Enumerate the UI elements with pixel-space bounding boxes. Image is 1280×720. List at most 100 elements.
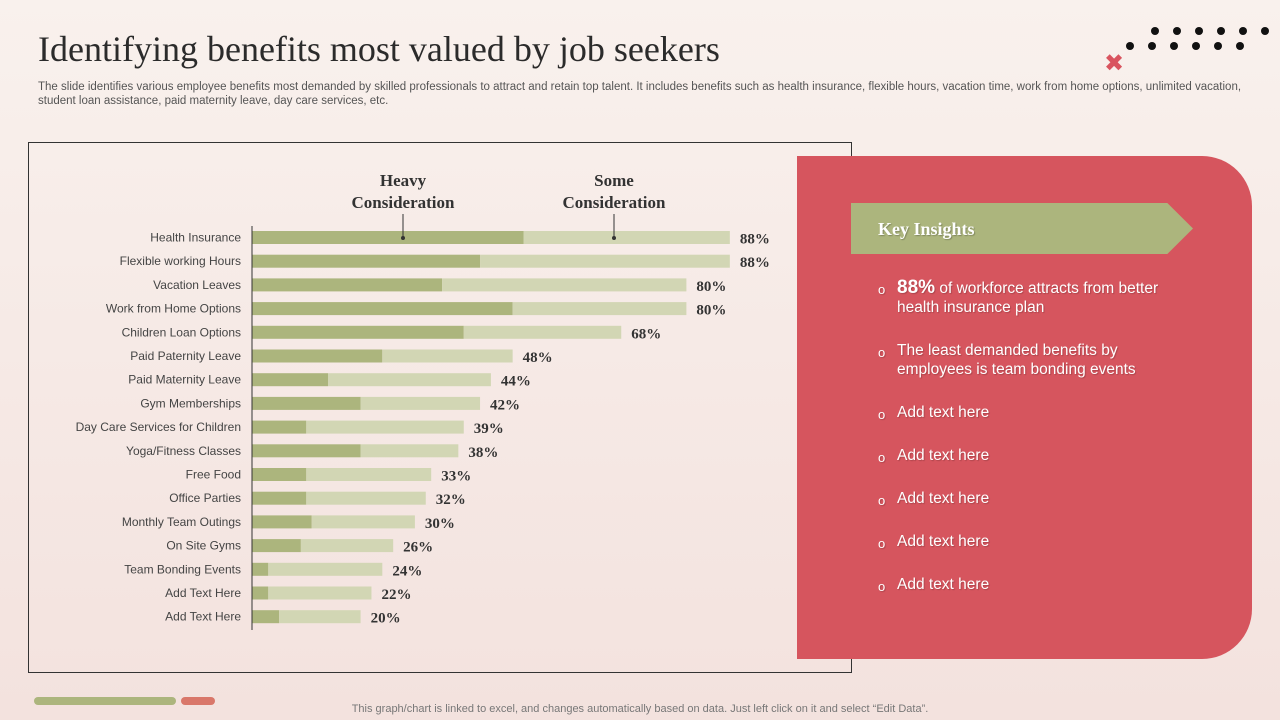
category-label: Add Text Here — [165, 610, 241, 624]
insights-title: Key Insights — [878, 219, 975, 239]
bullet-icon: o — [878, 282, 886, 297]
page-title: Identifying benefits most valued by job … — [38, 29, 720, 69]
category-label: Yoga/Fitness Classes — [126, 444, 241, 458]
category-label: Health Insurance — [150, 231, 241, 245]
insight-item: o Add text here — [878, 532, 1178, 551]
category-label: Work from Home Options — [106, 302, 241, 316]
bar-some-consideration — [268, 586, 372, 600]
footer-accent-bar-small — [181, 697, 215, 705]
insight-item: o Add text here — [878, 403, 1178, 422]
bar-some-consideration — [300, 539, 394, 553]
category-label: On Site Gyms — [166, 539, 241, 553]
category-label: Paid Maternity Leave — [128, 373, 241, 387]
bar-heavy-consideration — [252, 231, 524, 244]
insight-text: Add text here — [897, 576, 990, 593]
category-label: Gym Memberships — [140, 396, 241, 410]
bullet-icon: o — [878, 450, 886, 465]
bar-some-consideration — [311, 515, 415, 529]
bullet-icon: o — [878, 407, 886, 422]
callout-pointer-dot — [612, 236, 616, 240]
category-label: Office Parties — [169, 491, 241, 505]
bar-heavy-consideration — [252, 562, 269, 576]
series-callout-label: Consideration — [563, 193, 667, 212]
cross-icon: ✖ — [1104, 49, 1125, 77]
category-label: Children Loan Options — [122, 325, 241, 339]
bar-some-consideration — [480, 254, 730, 268]
decorative-dots — [1126, 27, 1269, 50]
insight-text: of workforce attracts from better health… — [897, 280, 1159, 316]
bar-heavy-consideration — [252, 254, 481, 268]
total-value-label: 48% — [523, 350, 553, 366]
insight-highlight: 88% — [897, 277, 936, 298]
total-value-label: 80% — [696, 303, 726, 319]
page-subtitle: The slide identifies various employee be… — [38, 81, 1242, 107]
total-value-label: 68% — [631, 326, 661, 342]
bar-some-consideration — [523, 231, 730, 244]
total-value-label: 22% — [381, 587, 411, 603]
footer-note: This graph/chart is linked to excel, and… — [351, 703, 929, 715]
bar-heavy-consideration — [252, 278, 443, 292]
category-label: Monthly Team Outings — [122, 515, 241, 529]
bar-some-consideration — [360, 396, 481, 410]
bar-heavy-consideration — [252, 420, 307, 434]
insight-item: o Add text here — [878, 575, 1178, 594]
insight-text: Add text here — [897, 447, 990, 464]
bar-some-consideration — [268, 562, 383, 576]
callout-pointer-dot — [401, 236, 405, 240]
total-value-label: 42% — [490, 397, 520, 413]
category-label: Team Bonding Events — [124, 562, 241, 576]
insight-text: Add text here — [897, 533, 990, 550]
bar-some-consideration — [512, 302, 687, 316]
bar-heavy-consideration — [252, 302, 513, 316]
bar-some-consideration — [328, 373, 491, 387]
bar-heavy-consideration — [252, 444, 361, 458]
insight-item: o The least demanded benefits by employee… — [878, 341, 1178, 379]
bullet-icon: o — [878, 493, 886, 508]
bar-heavy-consideration — [252, 373, 329, 387]
total-value-label: 24% — [392, 563, 422, 579]
bar-heavy-consideration — [252, 539, 301, 553]
bar-some-consideration — [306, 468, 432, 481]
bar-some-consideration — [442, 278, 687, 292]
total-value-label: 32% — [436, 492, 466, 508]
footer-accent-bar — [34, 697, 176, 705]
insights-banner — [851, 203, 1193, 254]
category-label: Flexible working Hours — [120, 254, 241, 268]
insight-item: o Add text here — [878, 446, 1178, 465]
bar-some-consideration — [463, 325, 622, 339]
category-label: Paid Paternity Leave — [130, 349, 241, 363]
insight-text: Add text here — [897, 490, 990, 507]
bar-some-consideration — [306, 491, 426, 505]
bar-heavy-consideration — [252, 396, 361, 410]
bullet-icon: o — [878, 579, 886, 594]
total-value-label: 30% — [425, 516, 455, 532]
total-value-label: 44% — [501, 374, 531, 390]
bar-heavy-consideration — [252, 586, 269, 600]
bar-some-consideration — [382, 349, 513, 363]
category-label: Vacation Leaves — [153, 278, 241, 292]
insight-item: o Add text here — [878, 489, 1178, 508]
bar-some-consideration — [279, 610, 361, 624]
category-label: Day Care Services for Children — [76, 420, 241, 434]
insight-text: The least demanded benefits by employees… — [897, 342, 1136, 378]
total-value-label: 88% — [740, 255, 770, 271]
bar-heavy-consideration — [252, 515, 312, 529]
insights-list: o 88% of workforce attracts from better h… — [878, 278, 1178, 594]
total-value-label: 26% — [403, 540, 433, 556]
total-value-label: 38% — [468, 445, 498, 461]
bar-some-consideration — [306, 420, 464, 434]
total-value-label: 20% — [371, 611, 401, 627]
total-value-label: 88% — [740, 232, 770, 248]
total-value-label: 80% — [696, 279, 726, 295]
bullet-icon: o — [878, 345, 886, 360]
bar-heavy-consideration — [252, 468, 307, 481]
series-callout-label: Consideration — [352, 193, 456, 212]
total-value-label: 33% — [441, 469, 471, 485]
bullet-icon: o — [878, 536, 886, 551]
category-label: Free Food — [186, 468, 241, 482]
series-callout-label: Some — [594, 171, 634, 190]
bar-heavy-consideration — [252, 491, 307, 505]
bar-some-consideration — [360, 444, 459, 458]
series-callout-label: Heavy — [380, 171, 427, 190]
